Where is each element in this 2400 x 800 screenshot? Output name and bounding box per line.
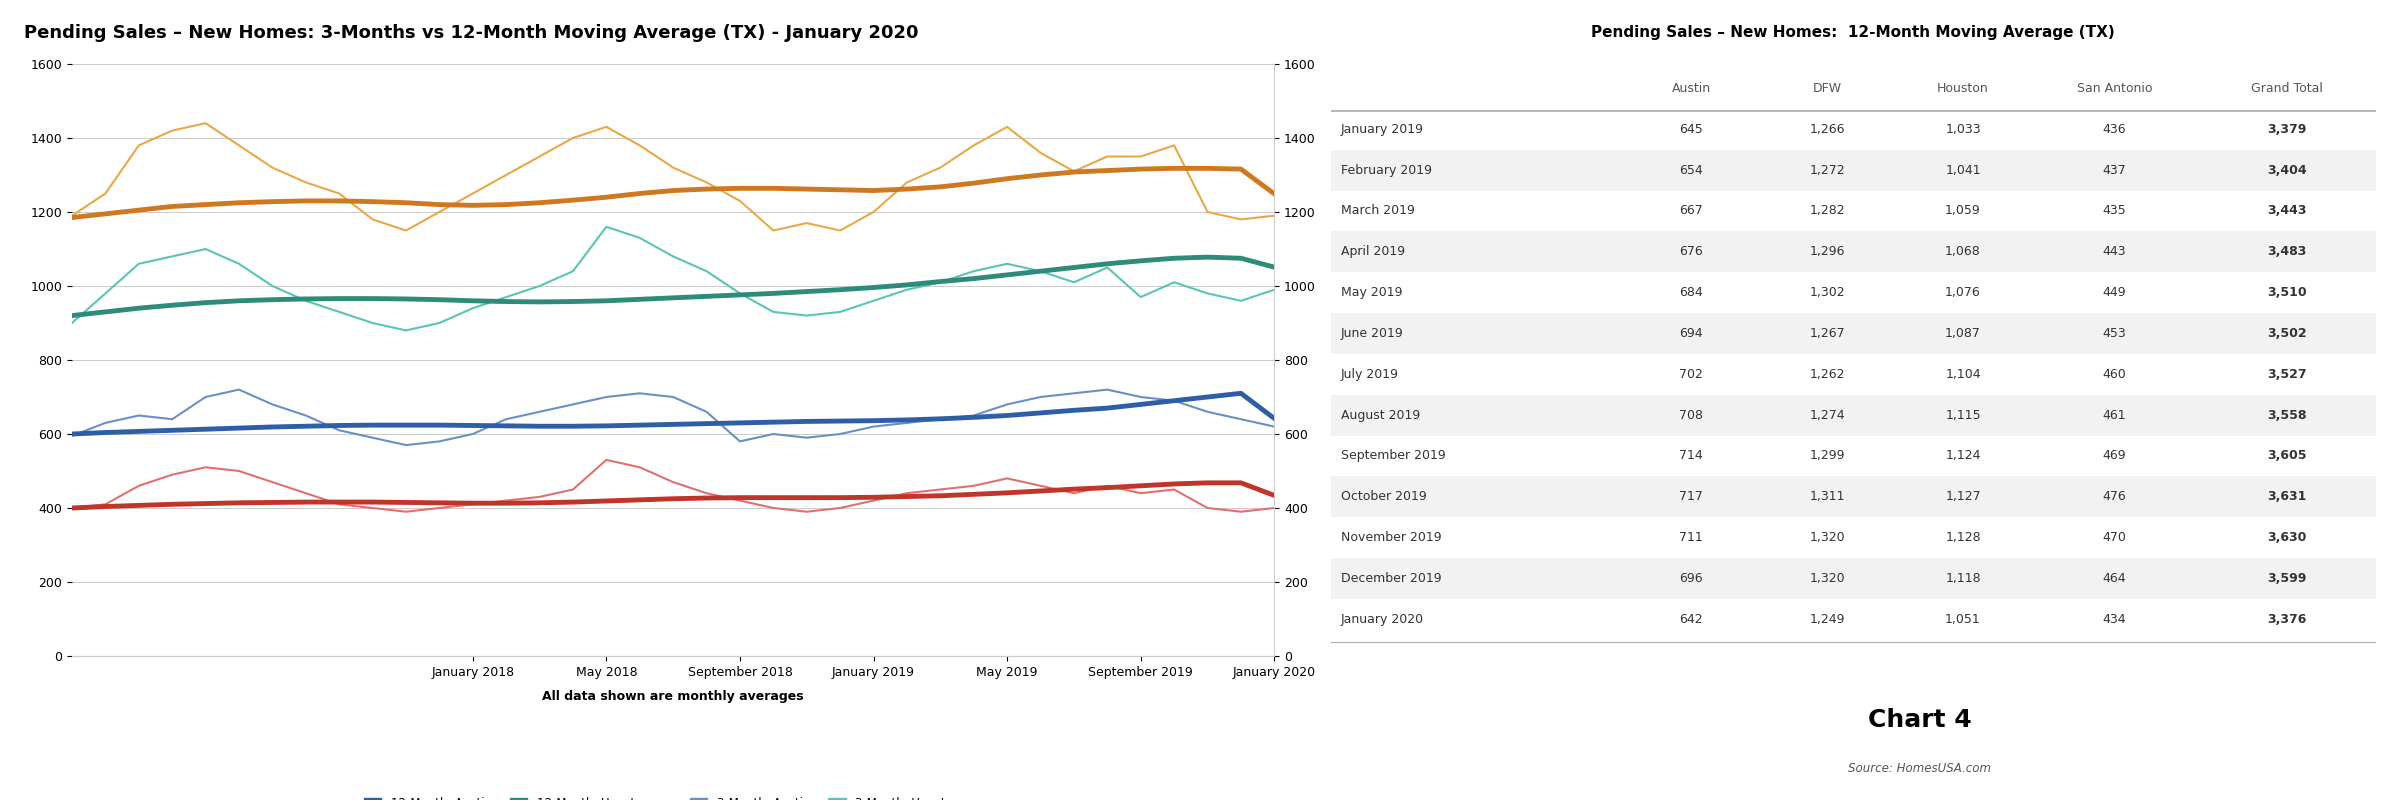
Bar	[1330, 558, 2376, 599]
Text: 1,274: 1,274	[1810, 409, 1846, 422]
Text: 3,502: 3,502	[2268, 327, 2306, 340]
Text: January 2019: January 2019	[1342, 123, 1423, 136]
Text: 1,320: 1,320	[1810, 531, 1846, 544]
Text: 3,376: 3,376	[2268, 613, 2306, 626]
Text: 1,272: 1,272	[1810, 164, 1846, 177]
Text: 645: 645	[1680, 123, 1704, 136]
Text: Pending Sales – New Homes:  12-Month Moving Average (TX): Pending Sales – New Homes: 12-Month Movi…	[1591, 26, 2114, 40]
Text: 3,404: 3,404	[2268, 164, 2306, 177]
Text: 3,630: 3,630	[2268, 531, 2306, 544]
Text: 1,296: 1,296	[1810, 246, 1846, 258]
Text: Austin: Austin	[1673, 82, 1711, 95]
Text: 1,302: 1,302	[1810, 286, 1846, 299]
Text: 453: 453	[2102, 327, 2126, 340]
Text: 1,320: 1,320	[1810, 572, 1846, 585]
Text: 1,266: 1,266	[1810, 123, 1846, 136]
Text: 3,443: 3,443	[2268, 205, 2306, 218]
Text: 714: 714	[1680, 450, 1704, 462]
Text: March 2019: March 2019	[1342, 205, 1416, 218]
Text: 476: 476	[2102, 490, 2126, 503]
Text: 3,483: 3,483	[2268, 246, 2306, 258]
Text: 1,128: 1,128	[1946, 531, 1980, 544]
Text: 1,311: 1,311	[1810, 490, 1846, 503]
Text: 1,249: 1,249	[1810, 613, 1846, 626]
Legend: 12-Month, Austin, 12-Month, DFW, 12-Month, Houston, 12-Month, San Antonio, 3-Mon: 12-Month, Austin, 12-Month, DFW, 12-Mont…	[360, 792, 986, 800]
Text: Source: HomesUSA.com: Source: HomesUSA.com	[1848, 762, 1992, 774]
Text: February 2019: February 2019	[1342, 164, 1433, 177]
Text: June 2019: June 2019	[1342, 327, 1404, 340]
Text: 3,599: 3,599	[2268, 572, 2306, 585]
Text: San Antonio: San Antonio	[2076, 82, 2153, 95]
Text: 1,282: 1,282	[1810, 205, 1846, 218]
Text: 1,104: 1,104	[1946, 368, 1980, 381]
Text: 3,558: 3,558	[2268, 409, 2306, 422]
Text: 1,087: 1,087	[1944, 327, 1980, 340]
Text: DFW: DFW	[1812, 82, 1841, 95]
Text: 1,076: 1,076	[1944, 286, 1980, 299]
Text: 711: 711	[1680, 531, 1704, 544]
Text: 1,299: 1,299	[1810, 450, 1846, 462]
Text: 1,068: 1,068	[1944, 246, 1980, 258]
Text: 3,379: 3,379	[2268, 123, 2306, 136]
Text: August 2019: August 2019	[1342, 409, 1421, 422]
Bar	[1330, 313, 2376, 354]
Text: 461: 461	[2102, 409, 2126, 422]
Text: 470: 470	[2102, 531, 2126, 544]
Text: 654: 654	[1680, 164, 1704, 177]
Text: 1,118: 1,118	[1946, 572, 1980, 585]
Text: 642: 642	[1680, 613, 1704, 626]
Bar	[1330, 231, 2376, 272]
Text: 435: 435	[2102, 205, 2126, 218]
Text: 449: 449	[2102, 286, 2126, 299]
Text: 464: 464	[2102, 572, 2126, 585]
Text: 1,124: 1,124	[1946, 450, 1980, 462]
Text: 1,033: 1,033	[1946, 123, 1980, 136]
Text: May 2019: May 2019	[1342, 286, 1402, 299]
Text: 1,262: 1,262	[1810, 368, 1846, 381]
Bar	[1330, 150, 2376, 190]
Text: 1,041: 1,041	[1946, 164, 1980, 177]
Text: 708: 708	[1680, 409, 1704, 422]
Text: October 2019: October 2019	[1342, 490, 1426, 503]
Text: July 2019: July 2019	[1342, 368, 1399, 381]
Text: 3,631: 3,631	[2268, 490, 2306, 503]
Text: 1,115: 1,115	[1946, 409, 1980, 422]
Text: January 2020: January 2020	[1342, 613, 1423, 626]
Text: 676: 676	[1680, 246, 1704, 258]
Text: 1,267: 1,267	[1810, 327, 1846, 340]
Text: 434: 434	[2102, 613, 2126, 626]
Text: November 2019: November 2019	[1342, 531, 1442, 544]
Text: 694: 694	[1680, 327, 1704, 340]
Text: September 2019: September 2019	[1342, 450, 1445, 462]
Text: 436: 436	[2102, 123, 2126, 136]
Text: Pending Sales – New Homes: 3-Months vs 12-Month Moving Average (TX) - January 20: Pending Sales – New Homes: 3-Months vs 1…	[24, 24, 919, 42]
Text: December 2019: December 2019	[1342, 572, 1442, 585]
Text: Grand Total: Grand Total	[2251, 82, 2323, 95]
Text: Houston: Houston	[1937, 82, 1990, 95]
Bar	[1330, 476, 2376, 517]
X-axis label: All data shown are monthly averages: All data shown are monthly averages	[542, 690, 804, 703]
Text: 443: 443	[2102, 246, 2126, 258]
Text: 696: 696	[1680, 572, 1704, 585]
Text: 469: 469	[2102, 450, 2126, 462]
Text: 667: 667	[1680, 205, 1704, 218]
Text: 1,059: 1,059	[1944, 205, 1980, 218]
Text: 3,510: 3,510	[2268, 286, 2306, 299]
Text: 1,127: 1,127	[1946, 490, 1980, 503]
Text: April 2019: April 2019	[1342, 246, 1404, 258]
Text: 3,605: 3,605	[2268, 450, 2306, 462]
Text: 460: 460	[2102, 368, 2126, 381]
Text: 437: 437	[2102, 164, 2126, 177]
Text: Chart 4: Chart 4	[1867, 708, 1973, 732]
Text: 684: 684	[1680, 286, 1704, 299]
Text: 702: 702	[1680, 368, 1704, 381]
Bar	[1330, 394, 2376, 435]
Text: 1,051: 1,051	[1944, 613, 1980, 626]
Text: 3,527: 3,527	[2268, 368, 2306, 381]
Text: 717: 717	[1680, 490, 1704, 503]
